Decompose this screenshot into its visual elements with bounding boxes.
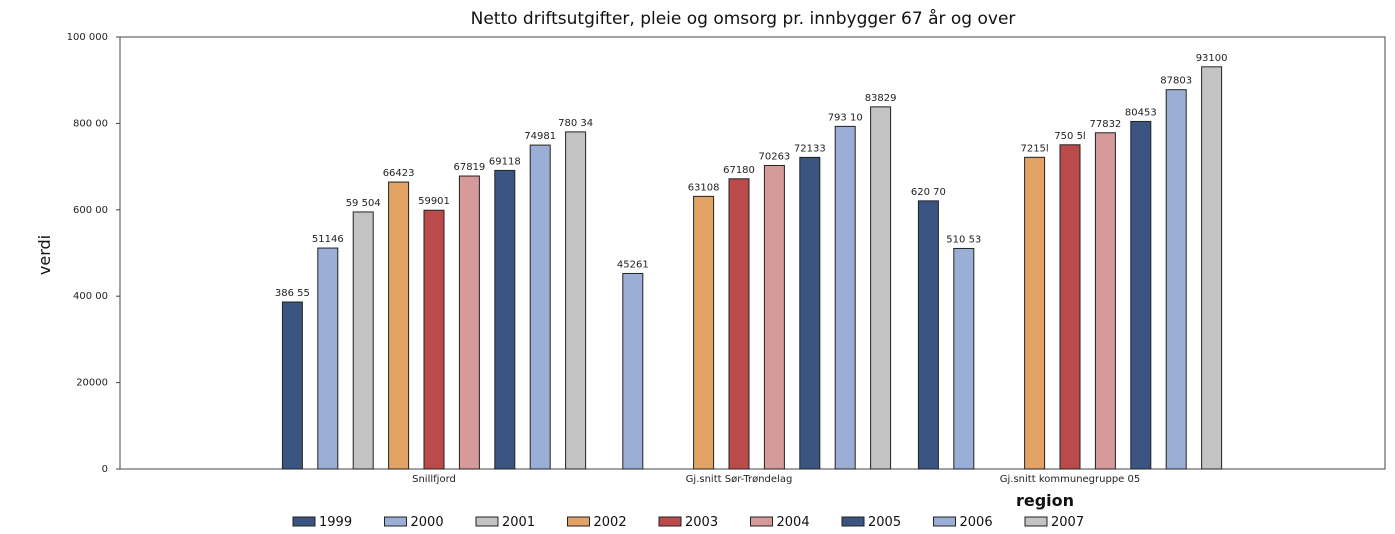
bar: [1201, 66, 1223, 470]
bar-value-label: 45261: [617, 259, 649, 270]
bar: [1165, 89, 1187, 470]
plot-area: 0 20000 400 00 600 00 800 00 100 000 386 55 620…: [67, 32, 1386, 485]
bar: [622, 272, 644, 470]
legend-swatch: [475, 516, 499, 527]
bar: [917, 200, 939, 470]
bar-value-label: 750 5l: [1054, 131, 1085, 142]
category-label: Gj.snitt Sør-Trøndelag: [686, 474, 793, 485]
bar-value-label: 80453: [1125, 107, 1157, 118]
y-axis-title: verdi: [35, 235, 54, 275]
bar: [317, 247, 339, 470]
x-axis-title: region: [1016, 491, 1074, 510]
category-label: Gj.snitt kommunegruppe 05: [1000, 474, 1140, 485]
bar: [529, 144, 551, 470]
bar-value-label: 793 10: [828, 112, 863, 123]
bar-value-label: 620 70: [911, 187, 946, 198]
legend-label: 2006: [960, 515, 993, 530]
bar: [834, 125, 856, 470]
legend-swatch: [933, 516, 956, 527]
legend-swatch: [750, 516, 773, 527]
bar: [693, 195, 715, 470]
legend-label: 1999: [319, 515, 352, 530]
bar-value-label: 72133: [794, 143, 826, 154]
bar: [458, 175, 480, 470]
legend-swatch: [384, 516, 407, 527]
category-label: Snillfjord: [412, 474, 456, 485]
bar-value-label: 87803: [1160, 76, 1192, 87]
bar: [494, 169, 516, 470]
bar: [763, 164, 785, 470]
y-tick-label: 100 000: [67, 32, 108, 43]
legend-swatch: [658, 516, 682, 527]
bar: [1130, 120, 1152, 470]
legend-label: 2001: [502, 515, 535, 530]
bar-value-label: 66423: [383, 168, 415, 179]
bar-value-label: 386 55: [275, 288, 310, 299]
bar: [352, 211, 374, 470]
bar: [1024, 156, 1046, 470]
bar: [565, 131, 587, 470]
y-tick-label: 20000: [76, 378, 108, 389]
legend-label: 2004: [777, 515, 810, 530]
y-tick-label: 0: [102, 464, 108, 475]
chart-title: Netto driftsutgifter, pleie og omsorg pr…: [471, 8, 1016, 29]
bar-value-label: 510 53: [946, 234, 981, 245]
bar-value-label: 70263: [758, 151, 790, 162]
bar: [799, 156, 821, 470]
bar-value-label: 74981: [524, 131, 556, 142]
bar-value-label: 7215l: [1020, 143, 1048, 154]
y-tick-label: 400 00: [73, 291, 108, 302]
legend-label: 2005: [868, 515, 901, 530]
legend-label: 2002: [594, 515, 627, 530]
bar-value-label: 67180: [723, 165, 755, 176]
bar: [1059, 144, 1081, 470]
legend-label: 2007: [1051, 515, 1084, 530]
legend-swatch: [567, 516, 590, 527]
bar-value-label: 59 504: [346, 198, 381, 209]
bar-value-label: 780 34: [558, 118, 593, 129]
bar-value-label: 63108: [688, 182, 720, 193]
legend-label: 2003: [685, 515, 718, 530]
y-tick-label: 800 00: [73, 118, 108, 129]
bar-value-label: 93100: [1196, 53, 1228, 64]
bar: [388, 181, 410, 470]
bar-value-label: 77832: [1089, 119, 1121, 130]
bar: [728, 178, 750, 470]
bar: [870, 106, 892, 470]
legend-swatch: [1024, 516, 1048, 527]
legend-swatch: [292, 516, 316, 527]
legend: 1999 2000 2001 2002 2003 2004 2005 2006 2007: [292, 515, 1084, 530]
y-tick-label: 600 00: [73, 205, 108, 216]
bar: [953, 247, 975, 470]
bar-value-label: 51146: [312, 234, 344, 245]
plot-frame: [119, 36, 1386, 470]
bar: [423, 209, 445, 470]
legend-swatch: [841, 516, 865, 527]
bar-value-label: 59901: [418, 196, 450, 207]
bar-value-label: 69118: [489, 156, 521, 167]
bar-value-label: 67819: [453, 162, 485, 173]
bar: [281, 301, 303, 470]
bar: [1094, 132, 1116, 470]
legend-label: 2000: [411, 515, 444, 530]
bar-value-label: 83829: [865, 93, 897, 104]
